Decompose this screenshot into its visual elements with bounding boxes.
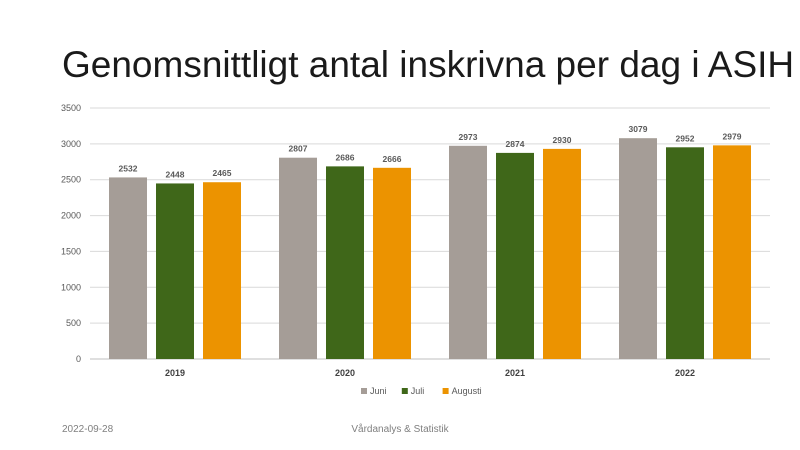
legend-swatch-juli [401, 388, 408, 394]
bars [109, 138, 751, 359]
bar-juni-2020 [279, 157, 317, 359]
bar-juni-2019 [109, 177, 147, 359]
y-tick-label: 3000 [61, 139, 81, 149]
y-tick-label: 1500 [61, 246, 81, 256]
data-label: 2532 [119, 163, 138, 173]
y-axis-ticks: 0 500 1000 1500 2000 2500 3000 3500 [61, 103, 81, 364]
y-tick-label: 1000 [61, 282, 81, 292]
data-label: 2448 [166, 169, 185, 179]
bar-augusti-2021 [543, 148, 581, 359]
bar-juni-2022 [619, 138, 657, 359]
x-category-label: 2020 [335, 368, 355, 378]
bar-augusti-2022 [713, 145, 751, 359]
bar-juli-2021 [496, 152, 534, 359]
y-tick-label: 0 [76, 354, 81, 364]
legend-label-juni: Juni [370, 386, 387, 396]
data-label: 2952 [676, 133, 695, 143]
x-category-label: 2019 [165, 368, 185, 378]
footer-date: 2022-09-28 [62, 424, 114, 435]
y-tick-label: 2500 [61, 175, 81, 185]
y-tick-label: 500 [66, 318, 81, 328]
data-label: 2666 [383, 154, 402, 164]
y-tick-label: 2000 [61, 211, 81, 221]
data-label: 2874 [506, 139, 525, 149]
footer-department: Vårdanalys & Statistik [351, 424, 449, 435]
legend-swatch-augusti [442, 388, 449, 394]
bar-juni-2021 [449, 145, 487, 359]
bar-augusti-2019 [203, 182, 241, 359]
y-tick-label: 3500 [61, 103, 81, 113]
bar-augusti-2020 [373, 167, 411, 359]
data-label: 2973 [459, 132, 478, 142]
data-label: 2930 [553, 135, 572, 145]
x-axis-categories: 2019 2020 2021 2022 [165, 368, 695, 378]
data-label: 3079 [629, 124, 648, 134]
data-label: 2979 [723, 131, 742, 141]
x-category-label: 2022 [675, 368, 695, 378]
data-label: 2465 [213, 168, 232, 178]
bar-juli-2019 [156, 183, 194, 359]
bar-juli-2020 [326, 166, 364, 359]
legend-label-juli: Juli [411, 386, 425, 396]
data-label: 2686 [336, 152, 355, 162]
slide-title: Genomsnittligt antal inskrivna per dag i… [62, 44, 795, 85]
legend-label-augusti: Augusti [452, 386, 482, 396]
legend: Juni Juli Augusti [361, 386, 482, 396]
data-label: 2807 [289, 144, 308, 154]
data-labels: 2532 2448 2465 2807 2686 2666 2973 2874 2930 3079… [119, 124, 742, 179]
bar-juli-2022 [666, 147, 704, 359]
legend-swatch-juni [361, 388, 367, 394]
x-category-label: 2021 [505, 368, 525, 378]
